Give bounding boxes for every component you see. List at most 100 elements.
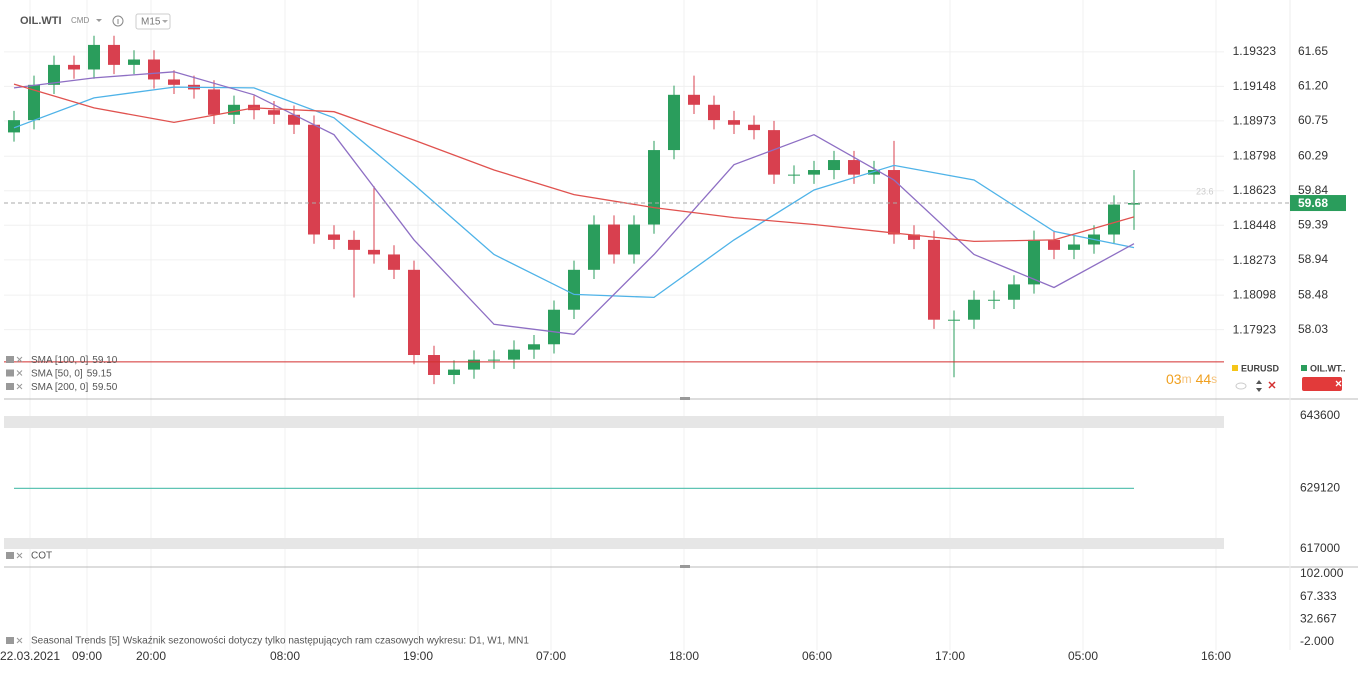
order-icon[interactable] — [1256, 380, 1262, 392]
y2-tick-label: 1.18448 — [1233, 218, 1277, 232]
candle-body — [88, 44, 100, 70]
legend-value: 59.50 — [92, 382, 117, 393]
candle-body — [8, 120, 20, 133]
candle-body — [108, 44, 120, 65]
legend-swatch — [1232, 365, 1238, 371]
y-tick-label: 58.94 — [1298, 252, 1328, 266]
y-tick-label: 59.84 — [1298, 183, 1328, 197]
countdown-minutes: 03 — [1166, 371, 1182, 387]
remove-icon[interactable] — [1268, 381, 1276, 389]
legend-swatch — [1301, 365, 1307, 371]
candle-body — [348, 239, 360, 250]
remove-icon[interactable] — [1335, 380, 1342, 387]
candle-body — [1008, 284, 1020, 300]
main-symbol[interactable]: OIL.WT.. — [1310, 363, 1346, 373]
legend-name: SMA [100, 0] — [31, 355, 88, 366]
legend-menu-icon[interactable] — [6, 637, 14, 644]
eye-icon[interactable] — [1235, 382, 1247, 390]
x-tick-label: 07:00 — [536, 649, 566, 663]
pane-title: Seasonal Trends [5] Wskaźnik sezonowości… — [31, 636, 529, 647]
candle-body — [328, 234, 340, 240]
series-controls[interactable] — [1302, 377, 1342, 391]
candle-body — [528, 344, 540, 350]
last-price-tag — [1290, 195, 1346, 212]
y-tick-label: 60.29 — [1298, 148, 1328, 162]
y-tick-label: 61.20 — [1298, 79, 1328, 93]
y-tick-label: 67.333 — [1300, 589, 1337, 603]
dropdown-icon[interactable] — [162, 20, 168, 23]
legend-entry: SMA [100, 0] 59.10 — [31, 355, 118, 366]
candle-body — [448, 369, 460, 375]
x-tick-label: 05:00 — [1068, 649, 1098, 663]
candle-body — [488, 359, 500, 361]
x-tick-label: 17:00 — [935, 649, 965, 663]
legend-remove-icon[interactable] — [16, 370, 23, 376]
candle-body — [128, 59, 140, 65]
pane-handle[interactable] — [680, 565, 690, 568]
legend-remove-icon[interactable] — [16, 356, 23, 363]
y2-tick-label: 1.18273 — [1233, 253, 1277, 267]
candle-body — [308, 124, 320, 235]
candle-body — [48, 64, 60, 85]
info-icon[interactable] — [112, 15, 124, 27]
pane-handle[interactable] — [680, 397, 690, 400]
candle-body — [168, 79, 180, 85]
cot-band — [4, 538, 1224, 549]
candle-body — [648, 150, 660, 225]
y2-tick-label: 1.19148 — [1233, 79, 1277, 93]
candle-body — [868, 170, 880, 175]
candle-body — [968, 299, 980, 320]
x-tick-label: 22.03.2021 — [0, 649, 60, 663]
candle-body — [428, 355, 440, 375]
legend-menu-icon[interactable] — [6, 383, 14, 390]
candle-body — [1028, 239, 1040, 285]
y2-tick-label: 1.18798 — [1233, 148, 1277, 162]
y-tick-label: 60.75 — [1298, 113, 1328, 127]
candle-body — [468, 359, 480, 370]
candle-body — [668, 94, 680, 151]
pane-title: COT — [31, 551, 52, 562]
candle-body — [228, 104, 240, 115]
cot-band — [4, 416, 1224, 428]
legend-menu-icon[interactable] — [6, 356, 14, 363]
y-tick-label: 102.000 — [1300, 566, 1344, 580]
candle-body — [768, 130, 780, 175]
header: OIL.WTI CMD M15 — [20, 13, 171, 30]
y-tick-label: 643600 — [1300, 408, 1340, 422]
legends: SMA [100, 0] 59.10 SMA [50, 0] 59.15 SMA [20… — [6, 355, 529, 647]
candle-body — [388, 254, 400, 270]
legend-remove-icon[interactable] — [16, 637, 23, 644]
candle-body — [928, 239, 940, 320]
candle-body — [408, 269, 420, 356]
interval-box[interactable] — [135, 13, 171, 30]
legend-value: 59.10 — [92, 355, 117, 366]
legend-entry: SMA [200, 0] 59.50 — [31, 382, 118, 393]
candle-body — [28, 84, 40, 121]
y2-tick-label: 1.17923 — [1233, 322, 1277, 336]
candle-body — [708, 104, 720, 121]
indicator-line — [13, 83, 1135, 243]
fib-label: 23.6 — [1196, 186, 1214, 196]
symbol[interactable]: OIL.WTI — [20, 15, 62, 27]
legend-remove-icon[interactable] — [16, 552, 23, 559]
candle-body — [148, 59, 160, 80]
candle-body — [548, 309, 560, 345]
candle-body — [568, 269, 580, 310]
overlay: 23.6 EURUSD OIL.WT.. 03m 44s — [1166, 186, 1346, 392]
candle-body — [888, 170, 900, 235]
legend-remove-icon[interactable] — [16, 383, 23, 390]
candle-body — [1128, 203, 1140, 205]
candle-body — [208, 89, 220, 115]
indicator-line — [13, 71, 1135, 335]
legend-menu-icon[interactable] — [6, 552, 14, 559]
interval[interactable]: M15 — [141, 17, 161, 28]
y-tick-label: 58.03 — [1298, 322, 1328, 336]
candle-body — [68, 64, 80, 70]
y-tick-label: 59.39 — [1298, 217, 1328, 231]
countdown: 03m 44s — [1166, 371, 1217, 387]
legend-menu-icon[interactable] — [6, 369, 14, 377]
compare-symbol[interactable]: EURUSD — [1241, 363, 1280, 373]
dropdown-icon[interactable] — [96, 19, 102, 22]
indicator-line — [13, 86, 1135, 299]
y-tick-label: 32.667 — [1300, 612, 1337, 626]
